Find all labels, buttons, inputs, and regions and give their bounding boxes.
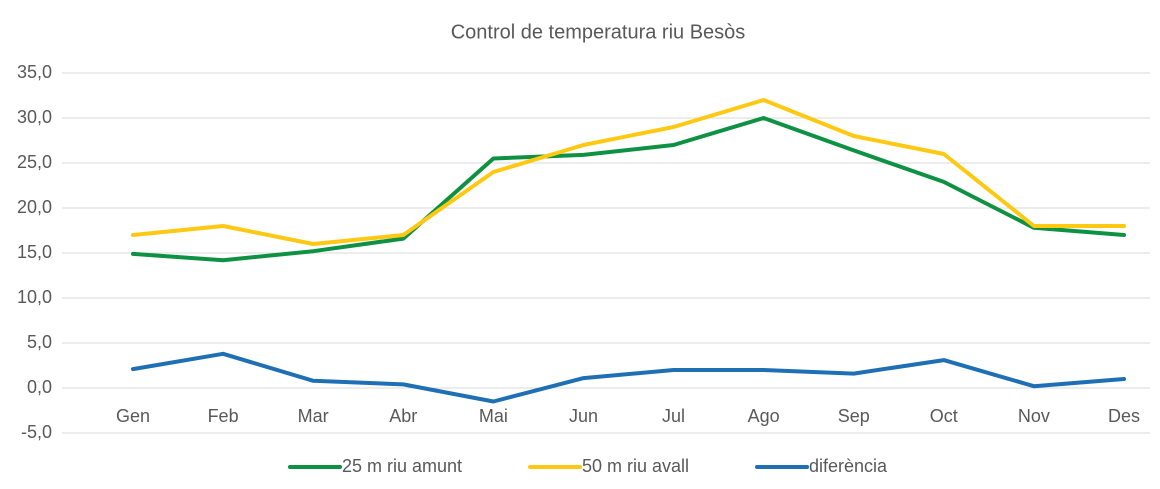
x-tick-label: Sep: [838, 406, 870, 426]
x-tick-label: Oct: [930, 406, 958, 426]
series-line: [131, 351, 1126, 404]
y-tick-label: 10,0: [17, 287, 52, 307]
x-tick-label: Gen: [116, 406, 150, 426]
series-line: [131, 116, 1126, 263]
x-tick-label: Mai: [479, 406, 508, 426]
y-tick-label: 5,0: [27, 332, 52, 352]
y-tick-label: 35,0: [17, 62, 52, 82]
x-tick-label: Jul: [662, 406, 685, 426]
legend-label: diferència: [809, 456, 888, 476]
y-tick-label: 30,0: [17, 107, 52, 127]
x-tick-label: Abr: [389, 406, 417, 426]
x-tick-label: Feb: [208, 406, 239, 426]
x-tick-label: Jun: [569, 406, 598, 426]
chart-title: Control de temperatura riu Besòs: [451, 21, 746, 43]
y-tick-label: 0,0: [27, 377, 52, 397]
y-tick-label: 25,0: [17, 152, 52, 172]
series-line: [131, 98, 1126, 246]
x-tick-label: Mar: [298, 406, 329, 426]
x-tick-label: Des: [1108, 406, 1140, 426]
x-tick-label: Nov: [1018, 406, 1050, 426]
y-tick-label: 15,0: [17, 242, 52, 262]
legend-label: 25 m riu amunt: [342, 456, 462, 476]
x-tick-label: Ago: [748, 406, 780, 426]
y-tick-label: 20,0: [17, 197, 52, 217]
y-tick-label: -5,0: [21, 422, 52, 442]
legend-label: 50 m riu avall: [582, 456, 689, 476]
